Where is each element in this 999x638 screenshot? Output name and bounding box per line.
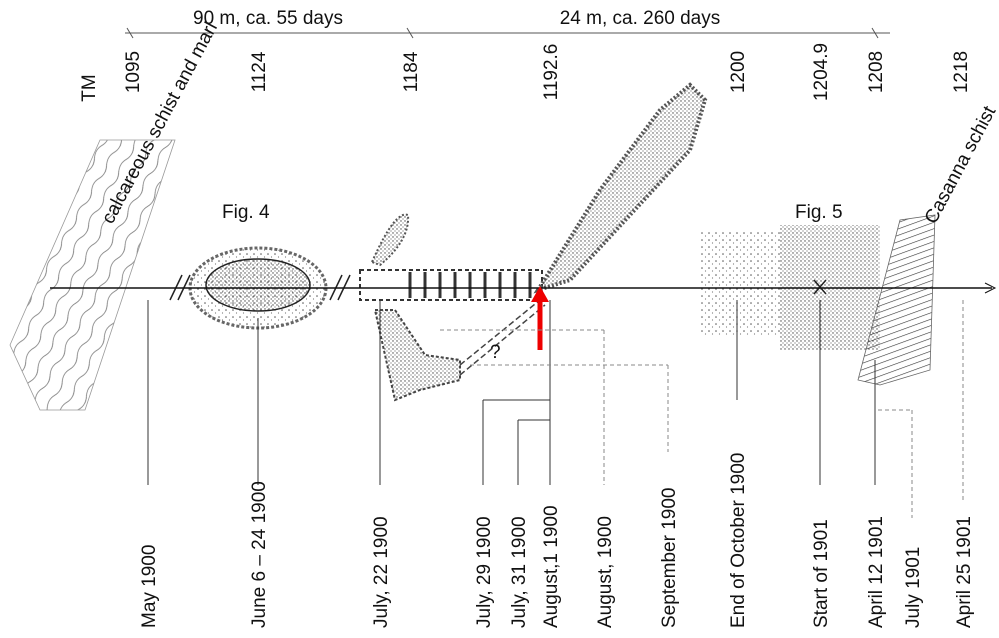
- date-label: June 6 – 24 1900: [249, 481, 270, 628]
- figure-label: Fig. 4: [222, 202, 270, 223]
- date-label: July, 29 1900: [474, 516, 495, 628]
- tm-value: 1192.6: [541, 44, 562, 101]
- page: {"header": {"segments": ["90 m, ca. 55 d…: [0, 0, 999, 633]
- tm-value: 1200: [728, 51, 749, 93]
- tm-value: 1124: [249, 51, 270, 92]
- tm-value: 1184: [401, 51, 422, 92]
- tm-value: 1204.9: [811, 43, 832, 101]
- red-arrow: [531, 286, 549, 350]
- date-label: August, 1900: [595, 516, 616, 628]
- date-label: April 25 1901: [954, 516, 975, 628]
- date-label: July 1901: [903, 547, 924, 628]
- date-label: Start of 1901: [811, 519, 832, 628]
- tm-value: 1218: [951, 51, 972, 93]
- segment-label: 24 m, ca. 260 days: [560, 8, 721, 29]
- tm-value: 1095: [123, 51, 144, 93]
- date-label: May 1900: [139, 545, 160, 628]
- top-bracket: [125, 28, 890, 38]
- figure-label: Fig. 5: [795, 202, 843, 223]
- date-label: September 1900: [659, 488, 680, 629]
- date-label: End of October 1900: [728, 453, 749, 628]
- diagram: 90 m, ca. 55 days24 m, ca. 260 daysTM109…: [0, 0, 999, 633]
- date-label: April 12 1901: [866, 516, 887, 628]
- date-label: July, 22 1900: [371, 516, 392, 628]
- tm-value: 1208: [866, 51, 887, 93]
- tm-label: TM: [79, 74, 100, 101]
- rock-label: Casanna schist: [921, 102, 999, 227]
- date-label: August,1 1900: [541, 505, 562, 628]
- date-label: July, 31 1900: [509, 516, 530, 628]
- rock-label: calcareous schist and marl: [98, 19, 222, 227]
- unknown-label: ?: [490, 342, 501, 363]
